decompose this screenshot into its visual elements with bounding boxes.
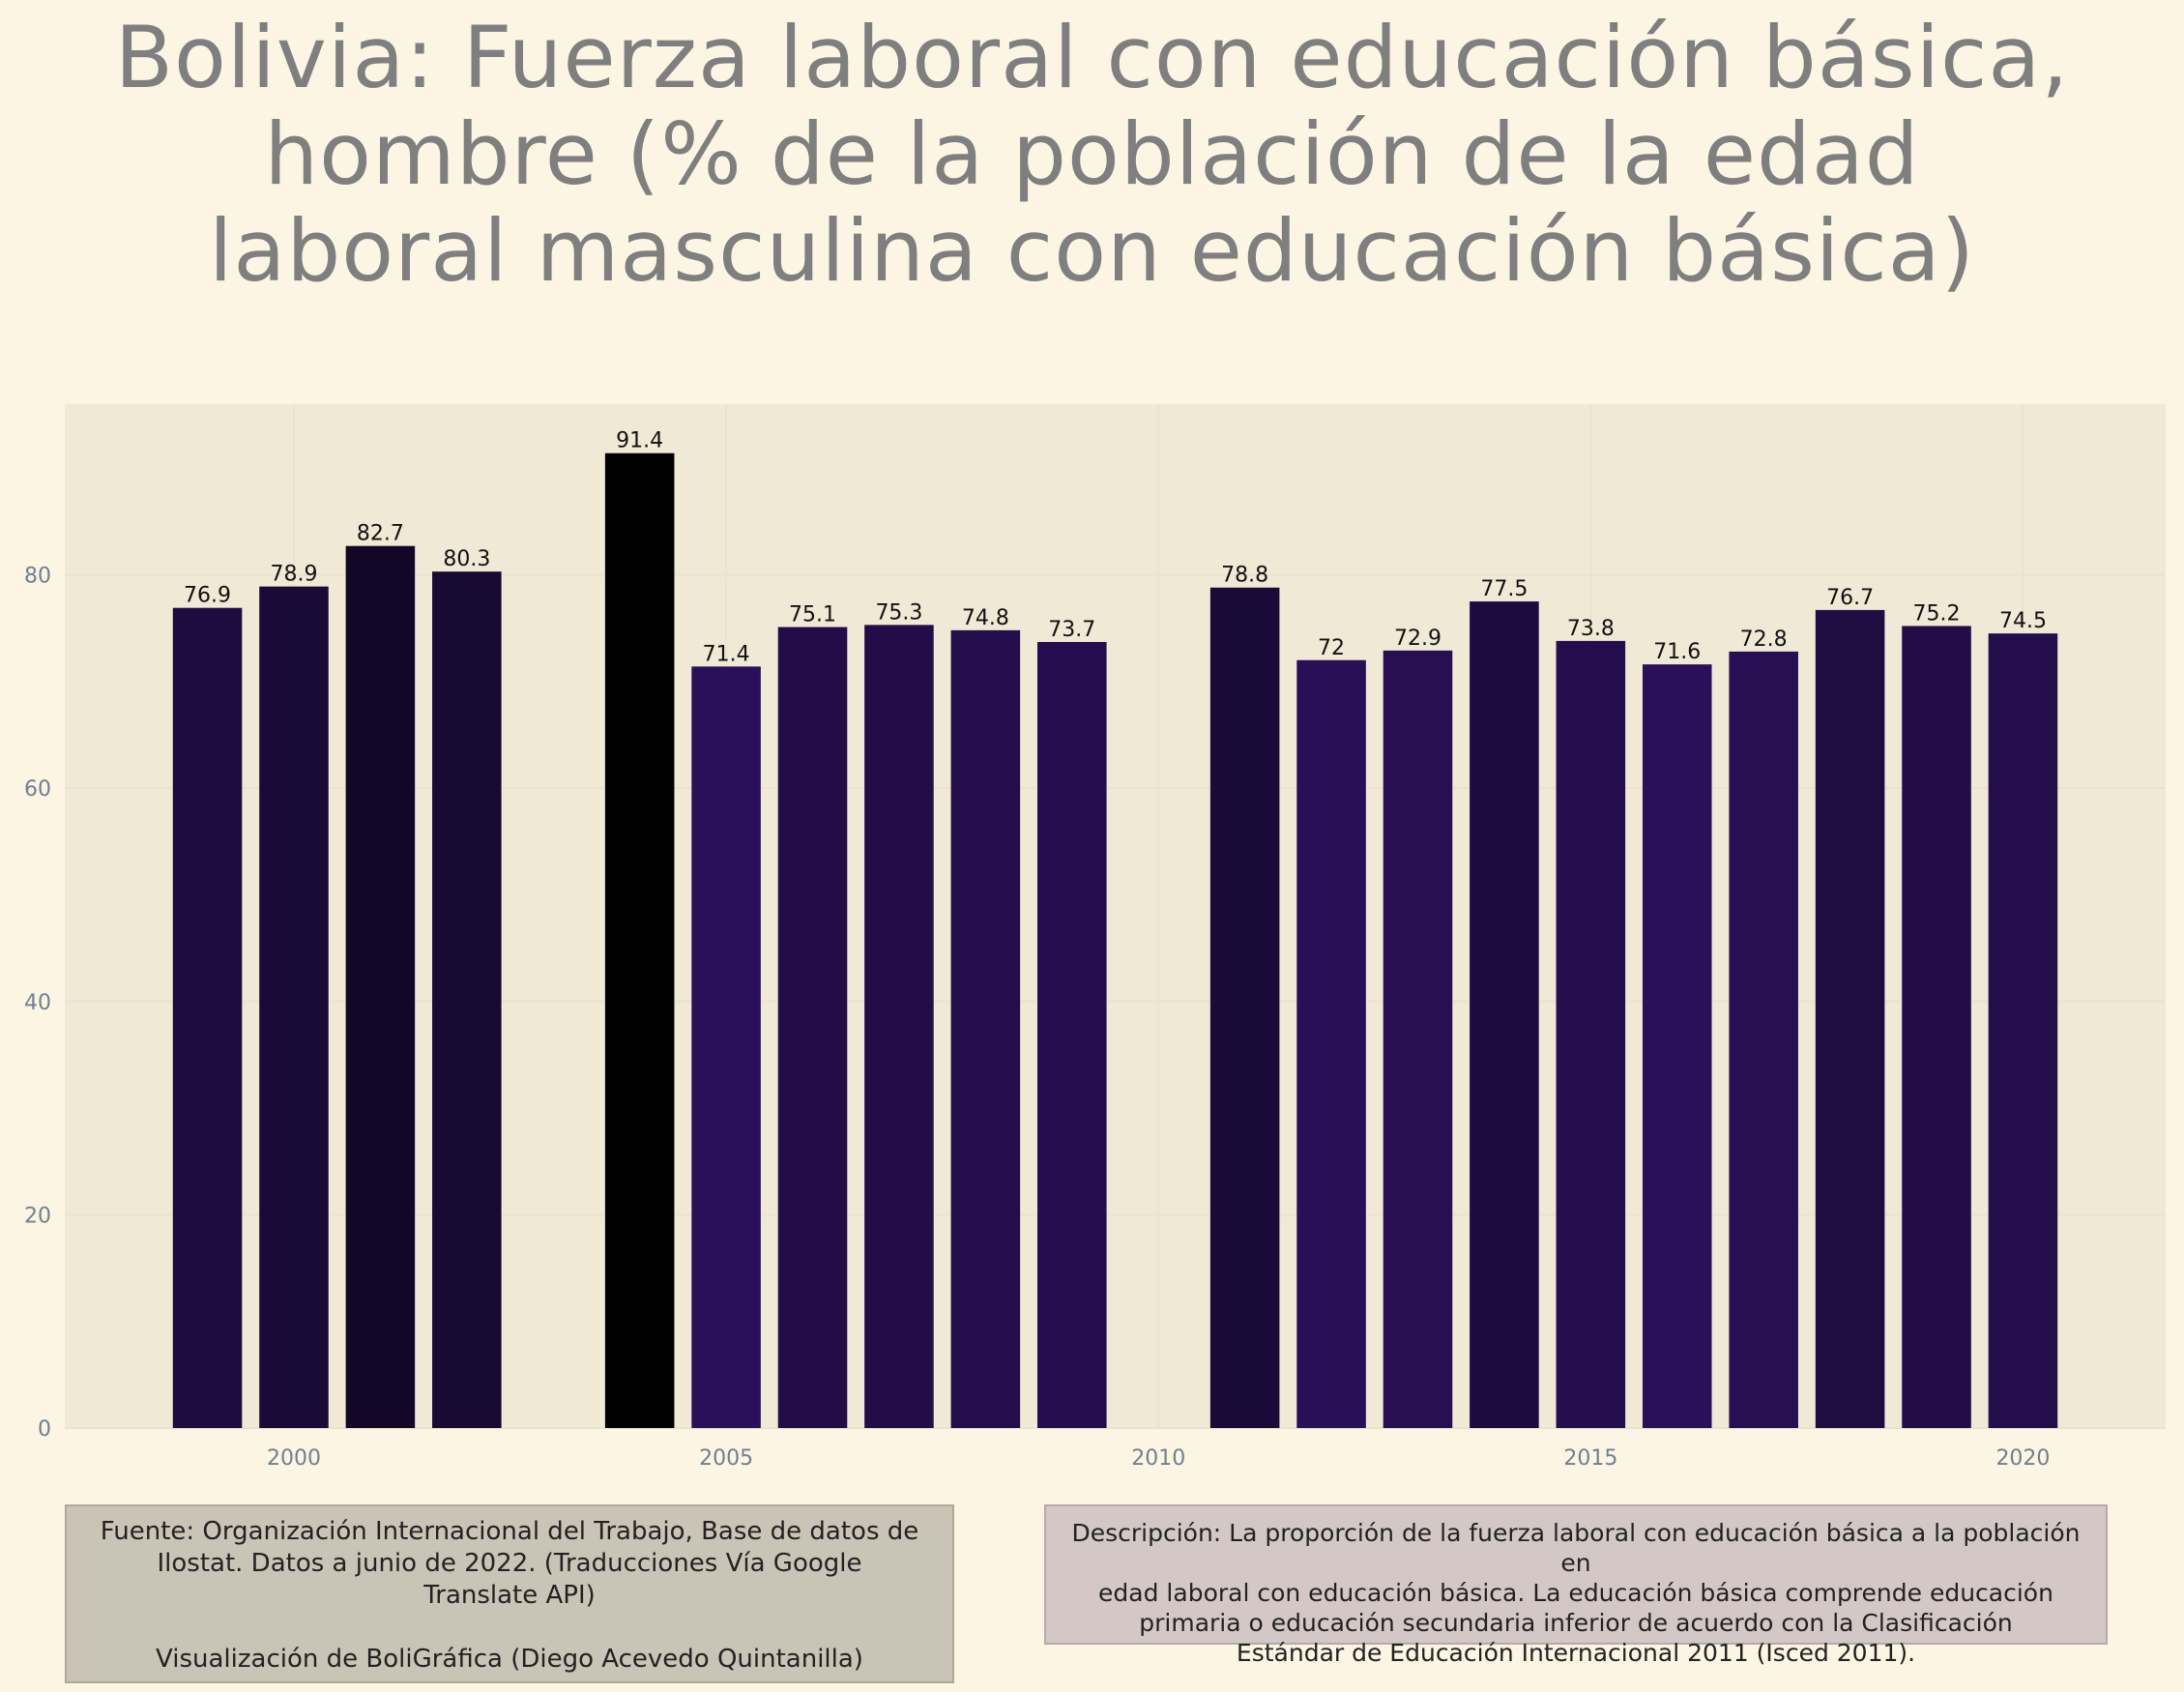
x-tick-label: 2005 [699,1446,753,1471]
source-line-3: Translate API) [423,1581,596,1610]
description-line-1: Descripción: La proporción de la fuerza … [1071,1519,2081,1577]
value-label-1999: 76.9 [184,584,231,608]
bar-2014 [1470,601,1539,1428]
value-label-2007: 75.3 [875,600,922,625]
bar-2000 [259,586,329,1428]
y-tick-label: 80 [24,565,51,589]
bar-2017 [1729,651,1798,1428]
value-label-2001: 82.7 [357,522,404,546]
value-label-2006: 75.1 [789,603,836,627]
bar-2013 [1383,650,1453,1428]
bar-2009 [1037,641,1107,1428]
value-label-2000: 78.9 [270,563,317,587]
value-label-2005: 71.4 [703,642,750,666]
description-line-4: Estándar de Educación Internacional 2011… [1236,1639,1916,1667]
x-tick-label: 2010 [1131,1446,1185,1471]
value-label-2002: 80.3 [443,547,490,571]
value-label-2016: 71.6 [1653,640,1701,664]
source-line-1: Fuente: Organización Internacional del T… [100,1517,919,1546]
bar-2008 [950,629,1021,1428]
value-label-2017: 72.8 [1740,627,1788,652]
value-label-2004: 91.4 [616,429,663,453]
bar-2020 [1988,633,2058,1428]
bar-2005 [691,666,761,1428]
y-tick-label: 0 [38,1417,51,1442]
value-label-2020: 74.5 [1999,609,2047,633]
y-tick-label: 40 [24,991,51,1015]
value-label-2012: 72 [1318,636,1345,660]
x-tick-label: 2020 [1995,1446,2050,1471]
title-line-3: laboral masculina con educación básica) [208,201,1975,301]
value-label-2015: 73.8 [1567,617,1615,641]
bar-2015 [1556,640,1626,1428]
source-line-2: Ilostat. Datos a junio de 2022. (Traducc… [157,1549,862,1578]
bar-2011 [1209,587,1280,1428]
title-line-1: Bolivia: Fuerza laboral con educación bá… [114,8,2070,107]
credit-line: Visualización de BoliGráfica (Diego Acev… [156,1645,863,1674]
value-label-2019: 75.2 [1913,601,1961,626]
value-label-2013: 72.9 [1394,627,1441,651]
chart-title: Bolivia: Fuerza laboral con educación bá… [0,10,2184,300]
description-line-3: primaria o educación secundaria inferior… [1139,1609,2013,1637]
x-tick-label: 2015 [1563,1446,1617,1471]
bar-2016 [1642,664,1712,1428]
bar-1999 [172,607,243,1428]
bar-2006 [777,627,848,1428]
description-line-2: edad laboral con educación básica. La ed… [1098,1579,2053,1607]
bar-2004 [604,452,675,1428]
value-label-2008: 74.8 [962,606,1009,630]
bar-2002 [432,571,502,1428]
bar-2001 [345,545,416,1428]
bar-2018 [1815,609,1885,1428]
description-caption: Descripción: La proporción de la fuerza … [1044,1504,2108,1667]
bar-2019 [1902,626,1971,1428]
value-label-2018: 76.7 [1826,586,1874,610]
bar-2012 [1296,659,1366,1428]
y-tick-label: 20 [24,1204,51,1228]
x-tick-label: 2000 [267,1446,321,1471]
y-tick-label: 60 [24,777,51,802]
value-label-2009: 73.7 [1048,618,1095,642]
title-line-2: hombre (% de la población de la edad [264,104,1920,204]
value-label-2011: 78.8 [1221,564,1268,588]
bar-2007 [864,625,934,1428]
source-caption: Fuente: Organización Internacional del T… [65,1504,954,1683]
value-label-2014: 77.5 [1480,577,1528,601]
